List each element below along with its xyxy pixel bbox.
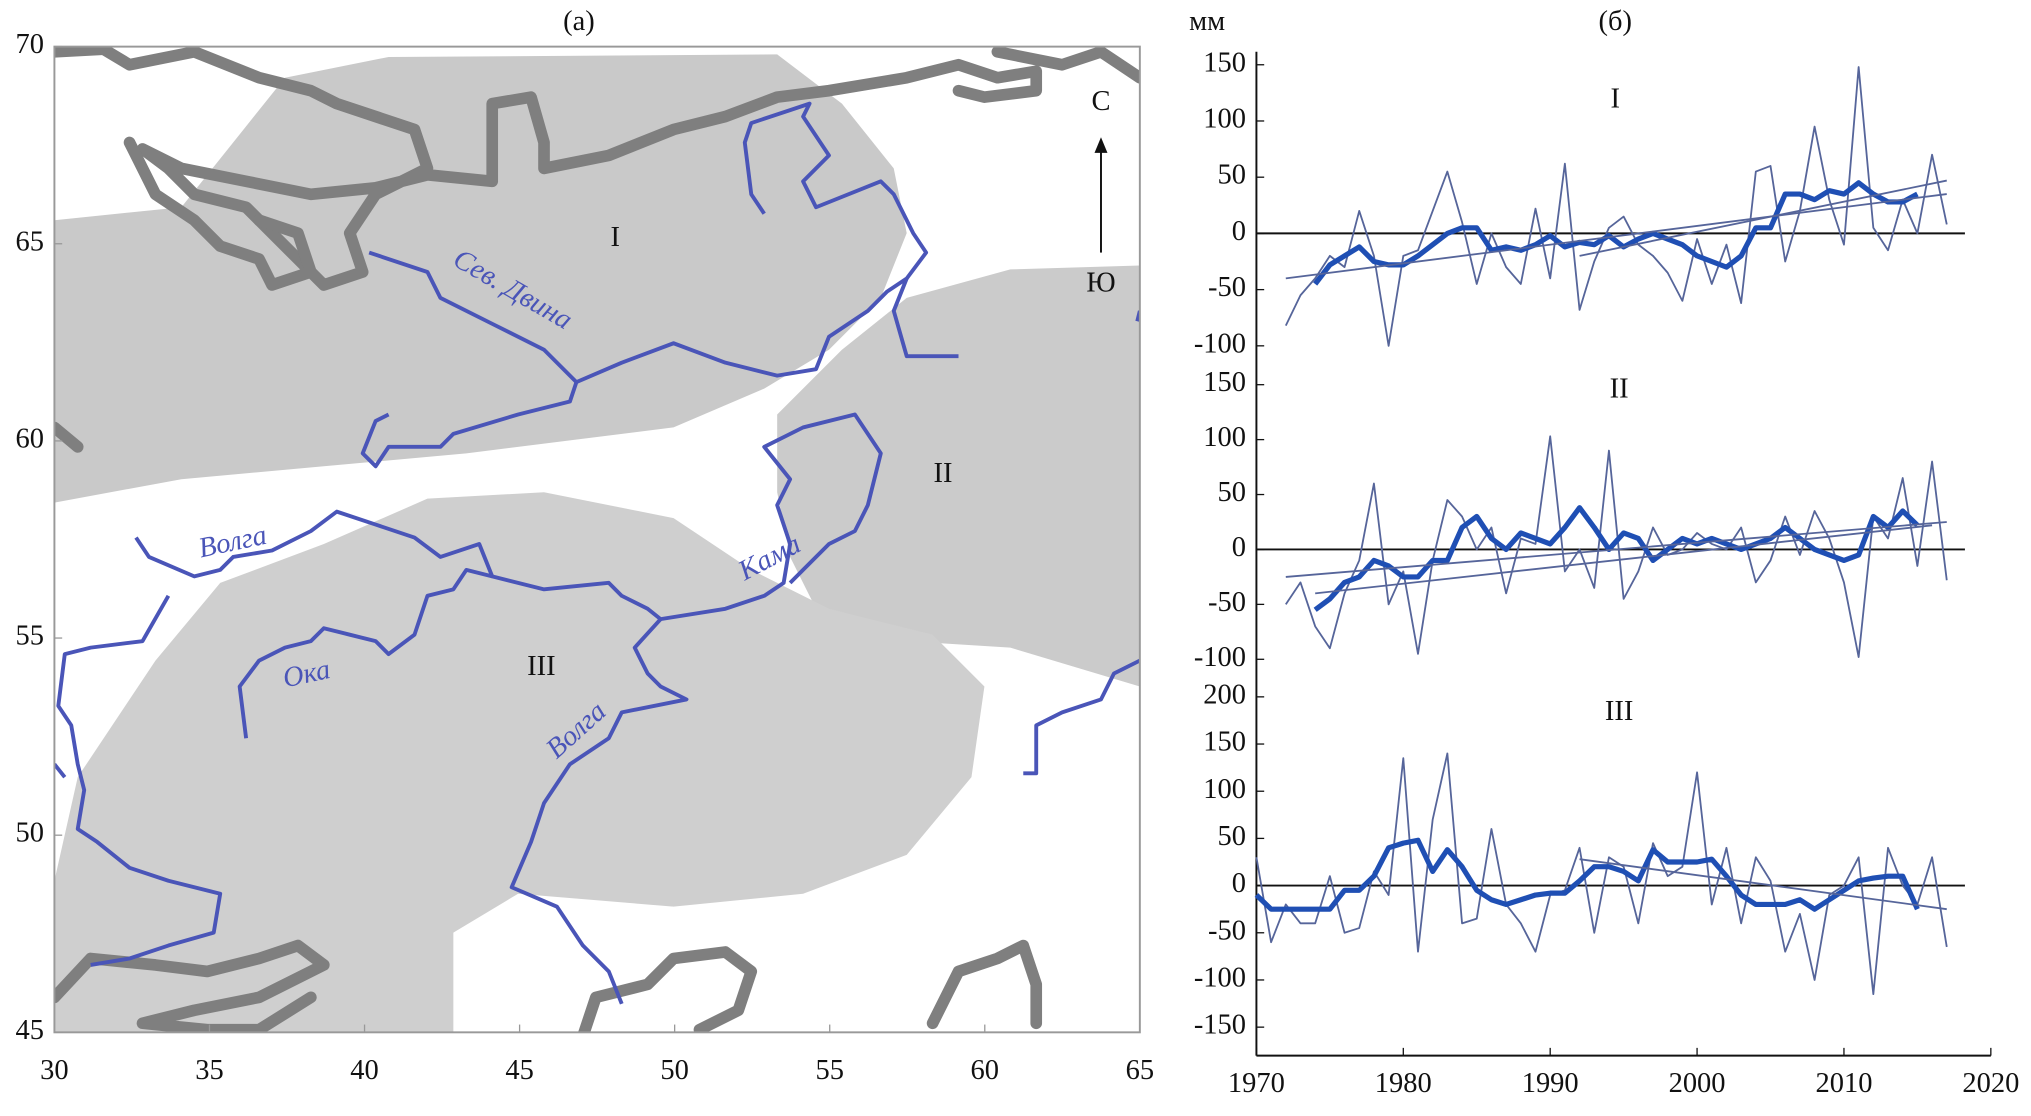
coastline [991, 46, 1140, 84]
x-tick-label: 2010 [1815, 1068, 1872, 1099]
smoothed-line [1313, 505, 1920, 612]
coastline [926, 939, 1043, 1030]
x-tick-label: 65 [1126, 1055, 1154, 1086]
y-tick-label: 50 [16, 818, 44, 849]
river [56, 594, 223, 967]
y-tick-label: -50 [1208, 587, 1246, 618]
smoothed-line [1313, 180, 1919, 286]
y-tick-label: -100 [1194, 328, 1246, 359]
y-tick-label: -150 [1194, 1010, 1246, 1041]
map-label: С [1091, 86, 1110, 117]
region-i [54, 54, 907, 503]
y-tick-label: 150 [1203, 367, 1246, 398]
y-axis-label: мм [1189, 6, 1225, 37]
y-tick-label: 100 [1203, 422, 1246, 453]
trend-line [1285, 521, 1947, 578]
x-tick-label: 2000 [1669, 1068, 1726, 1099]
panel-label: III [1605, 696, 1633, 727]
y-tick-label: 150 [1203, 727, 1246, 758]
y-tick-label: -50 [1208, 915, 1246, 946]
annual-line [1255, 752, 1948, 996]
x-tick-label: 1990 [1522, 1068, 1579, 1099]
y-tick-label: -50 [1208, 272, 1246, 303]
y-tick-label: -100 [1194, 642, 1246, 673]
y-tick-label: 50 [1218, 477, 1246, 508]
coastline [123, 136, 317, 291]
y-tick-label: 150 [1203, 47, 1246, 78]
river-label: Волга [196, 520, 270, 565]
trend-line [1315, 524, 1933, 595]
coastline [54, 421, 84, 453]
coastline [578, 946, 758, 1033]
x-tick-label: 60 [971, 1055, 999, 1086]
annual-line [1284, 66, 1948, 347]
y-tick-label: 60 [16, 423, 44, 454]
coastline [54, 46, 1043, 291]
y-tick-label: 0 [1232, 216, 1246, 247]
y-tick-label: 55 [16, 621, 44, 652]
coastline [54, 939, 330, 1033]
y-tick-label: 100 [1203, 104, 1246, 135]
map-title: (a) [563, 6, 595, 37]
x-tick-label: 30 [40, 1055, 68, 1086]
map-layers [54, 46, 1140, 1033]
y-tick-label: 50 [1218, 821, 1246, 852]
y-tick-label: 0 [1232, 868, 1246, 899]
river [891, 277, 959, 359]
trend-line [1579, 858, 1947, 911]
region-ii [777, 265, 1140, 687]
panel-label: I [1610, 84, 1619, 115]
y-tick-label: 0 [1232, 532, 1246, 563]
map-frame [53, 45, 1141, 1034]
smoothed-line [1254, 837, 1920, 912]
y-tick-label: 50 [1218, 160, 1246, 191]
x-tick-label: 55 [815, 1055, 843, 1086]
map-label: II [933, 458, 952, 489]
trend-line [1579, 179, 1947, 257]
map-label: I [611, 222, 621, 253]
y-tick-label: -100 [1194, 962, 1246, 993]
map-label: III [527, 651, 555, 682]
panel-title: (б) [1598, 6, 1631, 37]
river [54, 762, 67, 779]
x-tick-label: 1980 [1375, 1068, 1432, 1099]
annual-line [1285, 435, 1948, 658]
x-tick-label: 35 [195, 1055, 223, 1086]
y-tick-label: 100 [1203, 774, 1246, 805]
river [134, 412, 883, 622]
x-tick-label: 2020 [1962, 1068, 2019, 1099]
y-tick-label: 65 [16, 226, 44, 257]
map-label: Ю [1086, 267, 1115, 298]
river [1023, 658, 1140, 776]
x-tick-label: 50 [660, 1055, 688, 1086]
river [360, 381, 579, 469]
panel-label: II [1610, 374, 1629, 405]
x-tick-label: 40 [350, 1055, 378, 1086]
x-tick-label: 1970 [1228, 1068, 1285, 1099]
river [237, 567, 493, 739]
y-tick-label: 45 [16, 1015, 44, 1046]
x-tick-label: 45 [505, 1055, 533, 1086]
north-arrow-head [1094, 137, 1108, 153]
y-tick-label: 200 [1203, 679, 1246, 710]
y-tick-label: 70 [16, 29, 44, 60]
trend-line [1285, 193, 1947, 280]
river [509, 617, 689, 1005]
region-iii [54, 492, 985, 1033]
